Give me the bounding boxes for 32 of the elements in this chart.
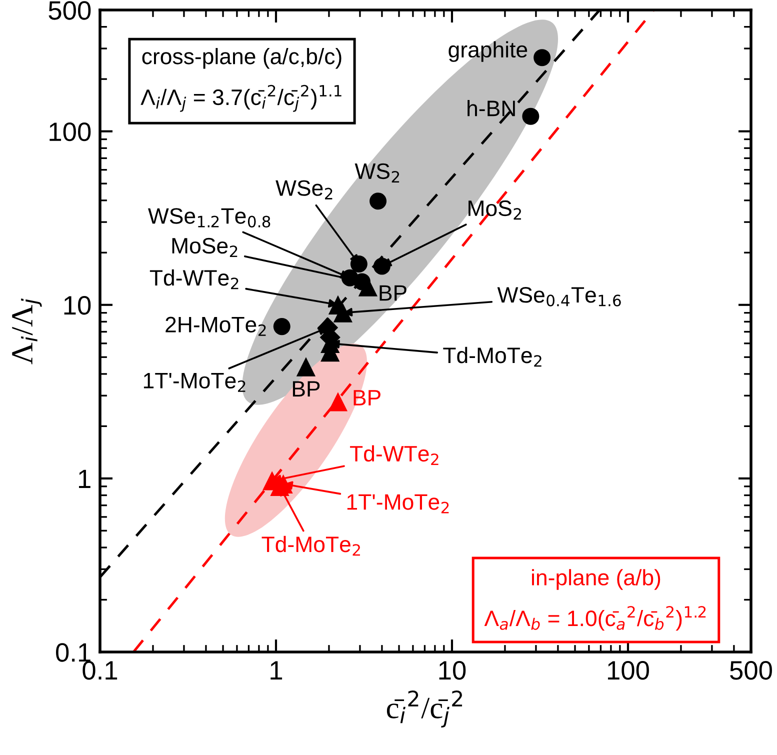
y-tick-label: 100 — [50, 122, 91, 142]
annotation: WSe$_{0.4}$Te$_{1.6}$ — [497, 287, 621, 306]
y-tick-label: 1 — [79, 470, 90, 488]
y-axis-title: Λ$_{i}$/Λ$_{j}$ — [12, 298, 42, 364]
annotation: MoS$_{2}$ — [468, 200, 521, 220]
annotation: WSe$_{1.2}$Te$_{0.8}$ — [148, 208, 270, 228]
annotation: Td-MoTe$_{2}$ — [262, 536, 360, 556]
annotation: graphite — [448, 41, 528, 62]
y-tick-label: 500 — [48, 1, 91, 20]
x-tick-label: 500 — [730, 661, 772, 680]
annotation: 2H-MoTe$_{2}$ — [166, 316, 266, 336]
annotation: MoSe$_{2}$ — [172, 238, 238, 258]
annotation: Td-WTe$_{2}$ — [150, 269, 238, 290]
text: in-plane (a/b) Λ$_{a}$/Λ$_{b}$ = 1.0(c̄$_{a}$$^{2}$/c̄$_{b}$$^{2}$)$^{1.2}$ — [484, 569, 706, 631]
x-axis-title: c̄$_{i}$$^{2}$/c̄$_{j}$$^{2}$ — [386, 690, 462, 728]
annotation: 1T'-MoTe$_{2}$ — [144, 372, 246, 392]
annotation: Td-MoTe$_{2}$ — [443, 346, 542, 367]
y-tick-label: 0.1 — [56, 643, 90, 662]
y-tick-label: 10 — [64, 296, 91, 315]
x-tick-label: 10 — [439, 661, 466, 680]
annotation: BP — [354, 390, 380, 406]
annotation: BP — [292, 381, 320, 397]
annotation: 1T'-MoTe$_{2}$ — [347, 494, 449, 514]
x-tick-label: 1 — [270, 661, 282, 680]
text: cross-plane (a/c,b/c) Λ$_{i}$/Λ$_{j}$ = 3.7(c̄$_{i}$$^{2}$/c̄$_{j}$$^{2}$)$^{1.1}$ — [140, 48, 342, 112]
x-tick-label: 0.1 — [82, 661, 118, 680]
x-tick-label: 100 — [608, 661, 649, 680]
annotation: BP — [380, 285, 406, 301]
annotation: Td-WTe$_{2}$ — [350, 445, 438, 466]
annotation: WS$_{2}$ — [354, 163, 400, 182]
annotation: h-BN — [468, 100, 515, 116]
annotation: WSe$_{2}$ — [276, 180, 332, 200]
